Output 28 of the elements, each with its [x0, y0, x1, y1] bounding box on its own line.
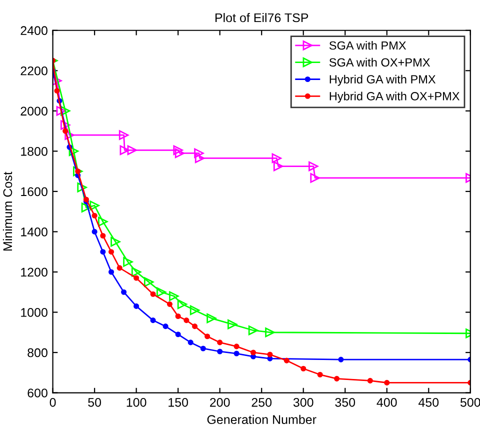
- x-tick-label: 350: [335, 398, 356, 407]
- y-tick-label: 1600: [21, 187, 48, 196]
- chart-title: Plot of Eil76 TSP: [215, 12, 308, 22]
- y-tick-label: 1000: [21, 308, 48, 317]
- y-tick-label: 600: [28, 388, 48, 398]
- x-axis-title: Generation Number: [207, 414, 316, 424]
- x-tick-label: 0: [50, 398, 56, 407]
- y-tick-label: 1800: [21, 146, 48, 156]
- y-tick-label: 2200: [20, 66, 48, 76]
- y-axis-title: Minimum Cost: [2, 172, 12, 250]
- x-tick-label: 100: [126, 398, 146, 407]
- legend-label: SGA with OX+PMX: [329, 58, 430, 67]
- x-tick-label: 400: [376, 398, 397, 407]
- y-tick-label: 1200: [21, 268, 48, 277]
- x-tick-label: 50: [88, 398, 102, 407]
- y-tick-label: 1400: [21, 228, 48, 236]
- y-tick-label: 2000: [20, 106, 48, 116]
- legend-label: Hybrid GA with PMX: [330, 74, 436, 86]
- x-tick-label: 200: [210, 398, 230, 407]
- y-tick-label: 2400: [20, 26, 48, 36]
- legend-label: SGA with PMX: [329, 41, 406, 50]
- x-tick-label: 150: [168, 398, 188, 407]
- x-tick-label: 500: [460, 398, 480, 407]
- x-tick-label: 450: [418, 398, 439, 407]
- y-tick-label: 800: [28, 348, 48, 358]
- x-tick-label: 250: [252, 398, 272, 407]
- legend-label: Hybrid GA with OX+PMX: [330, 92, 460, 103]
- x-tick-label: 300: [293, 398, 314, 407]
